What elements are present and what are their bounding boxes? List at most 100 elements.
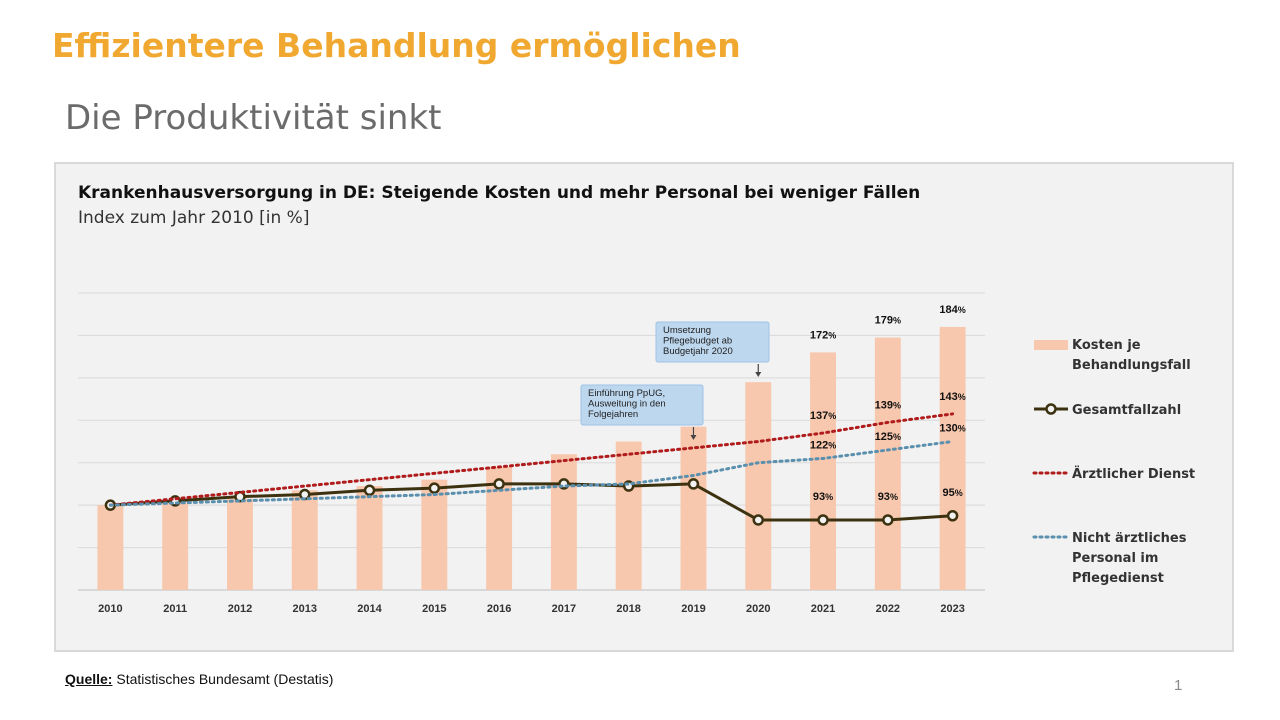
page-number: 1: [1174, 677, 1183, 694]
data-label: 139%: [875, 399, 901, 411]
bar-2011: [162, 503, 189, 590]
data-label-unit: %: [958, 424, 966, 434]
annotation-text: Ausweitung in den: [588, 399, 666, 410]
bar-2018: [615, 441, 642, 590]
annotation-box: [580, 384, 704, 426]
bar-2023: [939, 326, 966, 590]
data-label: 172%: [810, 329, 836, 341]
data-label-unit: %: [955, 488, 963, 498]
data-label: 122%: [810, 439, 836, 451]
legend-item: Nicht ärztliches Personal im Pflegedienst: [1032, 531, 1187, 586]
marker-2012: [234, 490, 246, 503]
legend-item: Gesamtfallzahl: [1034, 403, 1181, 418]
chart-subtitle: Index zum Jahr 2010 [in %]: [78, 208, 310, 228]
bar-2019: [680, 426, 707, 590]
lines: [104, 412, 959, 526]
source-label: Quelle:: [65, 671, 113, 687]
data-label-unit: %: [828, 440, 836, 450]
bar-2013: [291, 490, 318, 590]
slide-title: Effizientere Behandlung ermöglichen: [52, 26, 741, 65]
bars: [97, 326, 966, 590]
marker-2020: [752, 514, 764, 526]
data-label-value: 95: [942, 487, 954, 499]
data-label-value: 93: [878, 491, 890, 503]
source-text: Statistisches Bundesamt (Destatis): [112, 671, 334, 687]
marker-2014: [363, 484, 376, 497]
x-tick-label: 2011: [163, 603, 187, 615]
marker-2016: [493, 478, 505, 490]
marker-2019: [687, 478, 700, 490]
data-label: 137%: [810, 410, 836, 422]
data-label: 93%: [878, 491, 898, 503]
legend-item: Kosten je Behandlungsfall: [1034, 338, 1191, 373]
annotations: Einführung PpUG,Ausweitung in denFolgeja…: [580, 321, 770, 440]
x-axis: 2010 2011 2012 2013 2014 2015 2016 2017 2018 2019…: [98, 603, 965, 615]
x-tick-label: 2022: [876, 603, 900, 615]
legend-label: Pflegedienst: [1072, 571, 1164, 586]
data-label: 184%: [939, 304, 965, 316]
data-label-value: 130: [939, 423, 957, 435]
source-note: Quelle: Statistisches Bundesamt (Destati…: [65, 671, 333, 687]
annotation-callout: Einführung PpUG,Ausweitung in denFolgeja…: [580, 384, 704, 440]
data-label-unit: %: [893, 316, 901, 326]
x-tick-label: 2014: [357, 603, 382, 615]
data-label-value: 172: [810, 329, 828, 341]
legend-swatch-bar: [1034, 340, 1068, 350]
legend-label: Ärztlicher Dienst: [1072, 466, 1195, 482]
data-label: 95%: [942, 487, 962, 499]
data-label-unit: %: [825, 492, 833, 502]
x-tick-label: 2013: [293, 603, 317, 615]
marker-2021: [817, 514, 829, 526]
legend: Kosten je Behandlungsfall Gesamtfallzahl Är…: [1032, 338, 1195, 586]
data-label-value: 143: [939, 391, 957, 403]
bar-2022: [874, 337, 901, 590]
chart-title: Krankenhausversorgung in DE: Steigende K…: [78, 183, 921, 203]
annotation-text: Pflegebudget ab: [663, 336, 732, 347]
x-tick-label: 2012: [228, 603, 252, 615]
gridlines: [78, 292, 985, 591]
series-line-3: [108, 440, 955, 507]
annotation-text: Umsetzung: [663, 325, 711, 336]
x-tick-label: 2017: [552, 603, 576, 615]
data-labels: 172%179%184%93% 93% 95%137%139%143%122%125…: [810, 304, 966, 503]
x-tick-label: 2010: [98, 603, 122, 615]
data-label-unit: %: [893, 400, 901, 410]
bar-2015: [421, 479, 448, 590]
x-tick-label: 2019: [681, 603, 705, 615]
data-label: 130%: [939, 423, 965, 435]
data-label-unit: %: [828, 411, 836, 421]
marker-2023: [946, 510, 959, 522]
data-label-unit: %: [958, 305, 966, 315]
data-label-value: 184: [939, 304, 958, 316]
data-label: 179%: [875, 315, 901, 327]
x-tick-label: 2016: [487, 603, 511, 615]
data-label-value: 137: [810, 410, 828, 422]
marker-2022: [882, 514, 894, 526]
slide-subtitle: Die Produktivität sinkt: [65, 98, 442, 138]
annotation-text: Folgejahren: [588, 409, 638, 420]
legend-label: Gesamtfallzahl: [1072, 403, 1181, 418]
data-label-value: 179: [875, 315, 893, 327]
legend-item: Ärztlicher Dienst: [1032, 466, 1195, 482]
data-label-unit: %: [828, 330, 836, 340]
series-line-1: [110, 482, 953, 522]
data-label-value: 125: [875, 431, 893, 443]
x-tick-label: 2021: [811, 603, 835, 615]
marker-2015: [428, 482, 441, 494]
legend-label: Behandlungsfall: [1072, 358, 1191, 373]
annotation-box: [655, 321, 770, 363]
x-tick-label: 2015: [422, 603, 446, 615]
legend-label: Nicht ärztliches: [1072, 531, 1187, 546]
bar-2012: [227, 498, 253, 590]
data-label: 125%: [875, 431, 901, 443]
x-tick-label: 2023: [940, 603, 964, 615]
data-label-value: 93: [813, 491, 825, 503]
data-label-value: 139: [875, 399, 893, 411]
bar-2010: [97, 505, 124, 590]
data-label-value: 122: [810, 439, 828, 451]
bar-2021: [810, 352, 836, 590]
x-tick-label: 2020: [746, 603, 770, 615]
bar-2014: [356, 486, 383, 590]
data-label: 143%: [939, 391, 965, 403]
